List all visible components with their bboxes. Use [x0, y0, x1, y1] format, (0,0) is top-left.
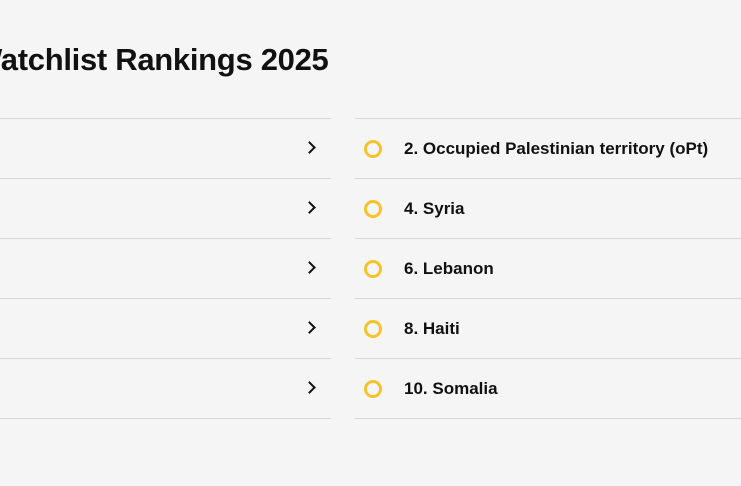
page-title: Watchlist Rankings 2025 — [0, 42, 329, 77]
right-list: 2. Occupied Palestinian territory (oPt) 4… — [355, 118, 741, 419]
status-ring — [364, 320, 382, 338]
list-row[interactable] — [0, 238, 331, 298]
list-row[interactable]: 8. Haiti — [355, 298, 741, 358]
chevron — [303, 321, 316, 334]
status-ring — [364, 380, 382, 398]
status-ring — [364, 140, 382, 158]
item-label: 10. Somalia — [404, 379, 498, 398]
list-row[interactable]: 2. Occupied Palestinian territory (oPt) — [355, 118, 741, 178]
item-label: 8. Haiti — [404, 319, 460, 338]
item-label: 2. Occupied Palestinian territory (oPt) — [404, 139, 709, 158]
item-label: 4. Syria — [404, 199, 465, 218]
chevron — [303, 261, 316, 274]
status-ring — [364, 200, 382, 218]
status-ring — [364, 260, 382, 278]
list-row[interactable] — [0, 298, 331, 358]
chevron — [303, 141, 316, 154]
item-label: 6. Lebanon — [404, 259, 494, 278]
list-row[interactable]: 6. Lebanon — [355, 238, 741, 298]
chevron — [303, 381, 316, 394]
list-row[interactable] — [0, 358, 331, 419]
chevron — [303, 201, 316, 214]
list-row[interactable] — [0, 118, 331, 178]
list-row[interactable]: 4. Syria — [355, 178, 741, 238]
list-row[interactable] — [0, 178, 331, 238]
list-row[interactable]: 10. Somalia — [355, 358, 741, 419]
left-list — [0, 118, 331, 419]
